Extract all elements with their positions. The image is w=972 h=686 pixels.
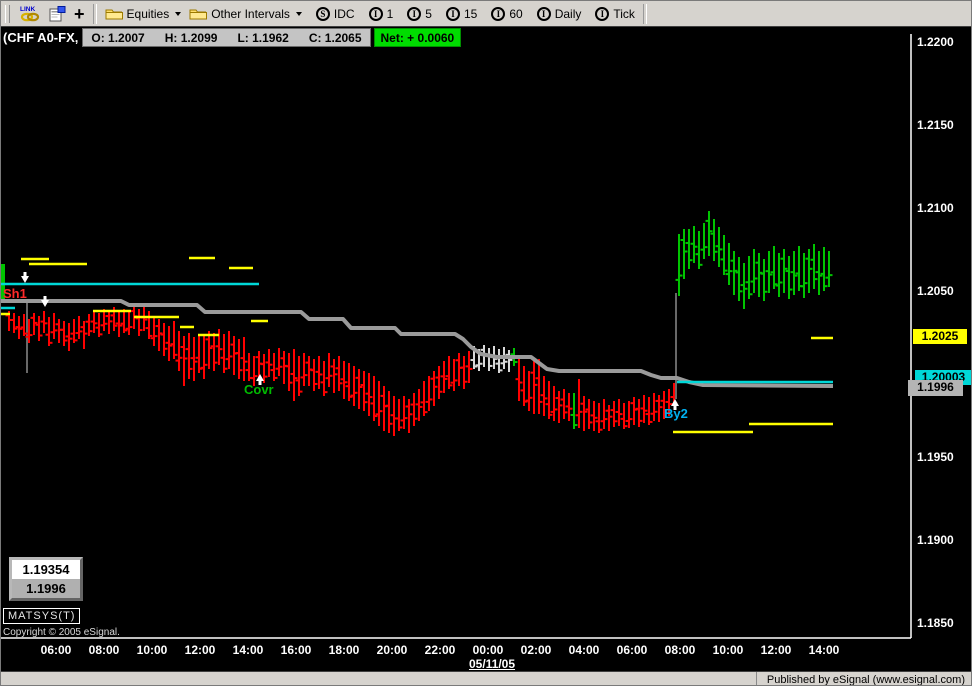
study-value-1: 1.19354 [12,560,80,579]
chevron-down-icon [295,12,302,19]
net-change-badge: Net: + 0.0060 [373,28,462,47]
x-axis-label: 00:00 [472,643,504,657]
main-toolbar: LINK + Equities [1,1,971,27]
interval-label: Daily [554,6,582,21]
toolbar-separator [642,3,647,24]
interval-button-daily[interactable]: I Daily [533,3,586,25]
chevron-down-icon [175,12,182,19]
chart-area: (CHF A0-FX, O: 1.2007 H: 1.2099 L: 1.196… [1,27,971,671]
circle-i-icon: I [595,6,610,21]
interval-button-15[interactable]: I 15 [442,3,481,25]
toolbar-separator [92,3,97,24]
link-icon: LINK [20,6,40,22]
add-plus-glyph: + [74,3,85,24]
x-axis-label: 14:00 [808,643,840,657]
circle-i-icon: I [445,6,460,21]
page-layout-button[interactable] [45,3,70,25]
folder-icon [105,9,123,20]
x-axis-label: 18:00 [328,643,360,657]
y-axis-highlight-gray: 1.1996 [908,380,963,396]
open-value: O: 1.2007 [91,30,145,45]
ohlc-readout: O: 1.2007 H: 1.2099 L: 1.1962 C: 1.2065 [82,28,371,47]
x-axis-label: 20:00 [376,643,408,657]
interval-label: 60 [509,6,523,21]
svg-text:LINK: LINK [20,6,35,13]
link-button[interactable]: LINK [15,3,45,25]
trade-label-sh1: Sh1 [3,286,27,301]
status-bar: Published by eSignal (www.esignal.com) [1,671,971,685]
trade-label-covr: Covr [244,382,274,397]
y-axis-label: 1.1850 [917,616,954,630]
x-axis-label: 08:00 [664,643,696,657]
chart-header: (CHF A0-FX, O: 1.2007 H: 1.2099 L: 1.196… [3,28,462,47]
trade-label-by2: By2 [664,406,688,421]
date-label: 05/11/05 [468,657,516,671]
folder-icon [189,9,208,20]
close-value: C: 1.2065 [308,30,362,45]
x-axis-label: 22:00 [424,643,456,657]
y-axis-highlight-yellow: 1.2025 [913,329,967,344]
x-axis-label: 10:00 [136,643,168,657]
x-axis-label: 08:00 [88,643,120,657]
idc-button[interactable]: S IDC [312,3,359,25]
chart-title: (CHF A0-FX, [3,30,79,45]
study-name-badge: MATSYS(T) [3,608,81,624]
toolbar-grip[interactable] [5,4,10,23]
y-axis-label: 1.1900 [917,533,954,547]
low-value: L: 1.1962 [237,30,289,45]
x-axis-label: 06:00 [616,643,648,657]
x-axis-label: 12:00 [760,643,792,657]
interval-button-60[interactable]: I 60 [487,3,526,25]
interval-button-tick[interactable]: I Tick [591,3,639,25]
interval-label: 5 [425,6,432,21]
other-intervals-menu-button[interactable]: Other Intervals [185,3,306,25]
y-axis-label: 1.2050 [917,284,954,298]
y-axis-label: 1.2150 [917,118,954,132]
circle-i-icon: I [368,6,383,21]
y-axis-label: 1.1950 [917,450,954,464]
circle-i-icon: I [491,6,506,21]
circle-i-icon: I [536,6,551,21]
x-axis-label: 06:00 [40,643,72,657]
published-by-text: Published by eSignal (www.esignal.com) [755,672,971,685]
x-axis-label: 16:00 [280,643,312,657]
interval-button-group: I 1 I 5 I 15 I 60 I Daily I Tick [359,3,639,25]
interval-label: Tick [613,6,635,21]
circle-i-icon: I [407,6,422,21]
page-layout-icon [49,5,66,21]
y-axis-label: 1.2100 [917,201,954,215]
x-axis-label: 10:00 [712,643,744,657]
high-value: H: 1.2099 [164,30,218,45]
interval-label: 1 [386,6,394,21]
y-axis-label: 1.2200 [917,35,954,49]
idc-label: IDC [333,6,355,21]
circle-s-icon: S [315,6,330,21]
interval-label: 15 [463,6,478,21]
study-value-2: 1.1996 [12,579,80,598]
equities-menu-button[interactable]: Equities [101,3,186,25]
x-axis-label: 12:00 [184,643,216,657]
study-value-box: 1.19354 1.1996 [9,557,83,601]
x-axis-label: 14:00 [232,643,264,657]
x-axis-label: 02:00 [520,643,552,657]
x-axis-label: 04:00 [568,643,600,657]
copyright-text: Copyright © 2005 eSignal. [3,627,120,638]
equities-label: Equities [126,6,170,21]
other-intervals-label: Other Intervals [211,6,290,21]
price-plot [1,34,912,639]
add-button[interactable]: + [70,3,89,25]
